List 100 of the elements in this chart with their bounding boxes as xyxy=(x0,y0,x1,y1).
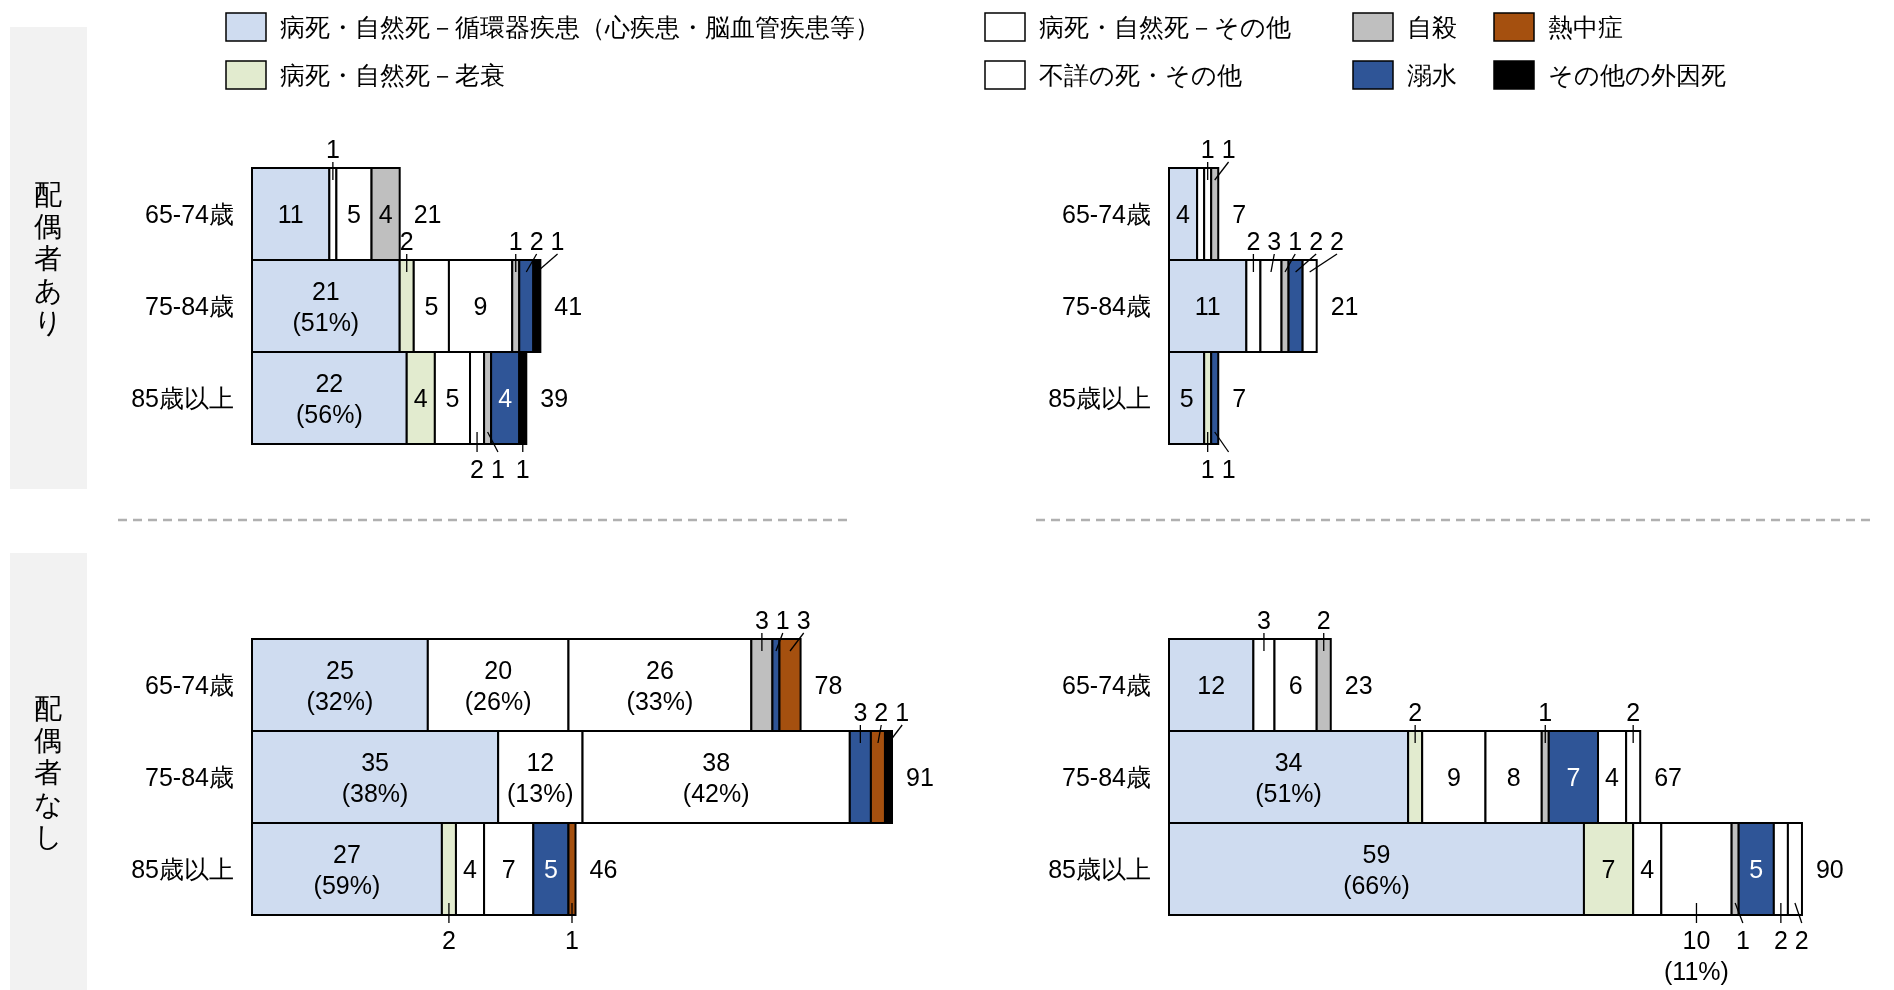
total-label: 7 xyxy=(1232,200,1247,228)
data-label: 5 xyxy=(1179,384,1194,412)
y-tick-label: 85歳以上 xyxy=(1048,384,1151,412)
data-label: 21 (51%) xyxy=(292,276,360,336)
total-label: 7 xyxy=(1232,384,1247,412)
data-label: 27 (59%) xyxy=(313,839,381,899)
data-label: 2 xyxy=(1773,926,1788,954)
total-label: 21 xyxy=(413,200,442,228)
data-label: 35 (38%) xyxy=(341,747,409,807)
data-label: 4 xyxy=(1176,200,1191,228)
data-label: 26 (33%) xyxy=(626,655,694,715)
data-label: 5 xyxy=(347,200,361,228)
data-label: 1 xyxy=(1200,135,1215,163)
legend-label: 不詳の死・その他 xyxy=(1039,61,1242,89)
data-label: 2 xyxy=(529,227,544,255)
data-label: 7 xyxy=(1601,855,1616,883)
y-tick-label: 65-74歳 xyxy=(145,200,234,228)
y-axis-title: 配偶者なし xyxy=(33,692,63,852)
total-label: 23 xyxy=(1344,671,1373,699)
legend-label: 病死・自然死－老衰 xyxy=(280,61,505,89)
total-label: 91 xyxy=(906,763,934,791)
y-tick-label: 65-74歳 xyxy=(1062,200,1151,228)
y-tick-label: 75-84歳 xyxy=(145,292,234,320)
data-label: 11 xyxy=(277,200,304,228)
data-label: 12 (13%) xyxy=(507,747,574,807)
data-label: 4 xyxy=(413,384,428,412)
data-label: 5 xyxy=(424,292,439,320)
data-label: 2 xyxy=(399,227,414,255)
data-label: 1 xyxy=(1221,135,1236,163)
y-tick-label: 65-74歳 xyxy=(145,671,234,699)
total-label: 41 xyxy=(554,292,583,320)
y-tick-label: 75-84歳 xyxy=(1062,292,1151,320)
data-label: 4 xyxy=(1605,763,1620,791)
legend-label: 病死・自然死－その他 xyxy=(1039,13,1291,41)
data-label: 4 xyxy=(378,200,393,228)
data-label: 7 xyxy=(1566,763,1581,791)
data-label: 1 xyxy=(775,606,790,634)
data-label: 2 xyxy=(1246,227,1261,255)
data-label: 1 xyxy=(1735,926,1750,954)
data-label: 2 xyxy=(470,455,485,483)
data-label: 3 xyxy=(754,606,769,634)
y-tick-label: 75-84歳 xyxy=(145,763,234,791)
data-label: 9 xyxy=(473,292,488,320)
data-label: 5 xyxy=(445,384,460,412)
data-label: 4 xyxy=(1640,855,1655,883)
total-label: 90 xyxy=(1815,855,1844,883)
data-label: 1 xyxy=(491,455,505,483)
legend-label: 溺水 xyxy=(1407,61,1457,89)
data-label: 1 xyxy=(1288,227,1303,255)
data-label: 2 xyxy=(1794,926,1809,954)
data-label: 2 xyxy=(1330,227,1344,255)
data-label: 7 xyxy=(501,855,516,883)
data-label: 12 xyxy=(1197,671,1226,699)
data-label: 3 xyxy=(1267,227,1282,255)
data-label: 5 xyxy=(1749,855,1764,883)
y-tick-label: 85歳以上 xyxy=(131,855,234,883)
data-label: 22 (56%) xyxy=(296,368,363,428)
data-label: 3 xyxy=(1256,606,1271,634)
data-label: 1 xyxy=(550,227,565,255)
data-label: 25 (32%) xyxy=(306,655,374,715)
data-label: 4 xyxy=(498,384,513,412)
total-label: 21 xyxy=(1330,292,1359,320)
legend-label: 熱中症 xyxy=(1548,13,1623,41)
data-label: 4 xyxy=(463,855,478,883)
data-label: 2 xyxy=(1316,606,1331,634)
data-label: 11 xyxy=(1194,292,1221,320)
data-label: 10 (11%) xyxy=(1664,926,1729,985)
data-label: 59 (66%) xyxy=(1343,839,1410,899)
total-label: 46 xyxy=(589,855,618,883)
y-tick-label: 85歳以上 xyxy=(131,384,234,412)
total-label: 67 xyxy=(1654,763,1683,791)
data-label: 1 xyxy=(508,227,523,255)
data-label: 1 xyxy=(895,698,910,726)
data-label: 1 xyxy=(1200,455,1215,483)
legend-label: 自殺 xyxy=(1407,13,1457,41)
data-label: 2 xyxy=(1408,698,1423,726)
data-label: 2 xyxy=(874,698,889,726)
data-label: 8 xyxy=(1506,763,1521,791)
data-label: 9 xyxy=(1446,763,1461,791)
data-label: 34 (51%) xyxy=(1255,747,1322,807)
total-label: 78 xyxy=(814,671,843,699)
data-label: 2 xyxy=(441,926,456,954)
legend-label: その他の外因死 xyxy=(1548,61,1726,89)
data-label: 1 xyxy=(1538,698,1553,726)
data-label: 20 (26%) xyxy=(464,655,532,715)
y-tick-label: 65-74歳 xyxy=(1062,671,1151,699)
data-label: 6 xyxy=(1288,671,1303,699)
data-label: 3 xyxy=(853,698,868,726)
data-label: 1 xyxy=(515,455,530,483)
data-label: 2 xyxy=(1309,227,1324,255)
y-axis-title: 配偶者あり xyxy=(33,179,63,338)
data-label: 1 xyxy=(325,135,340,163)
y-tick-label: 75-84歳 xyxy=(1062,763,1151,791)
legend-label: 病死・自然死－循環器疾患（心疾患・脳血管疾患等） xyxy=(280,13,880,41)
data-label: 1 xyxy=(565,926,579,954)
total-label: 39 xyxy=(540,384,569,412)
y-tick-label: 85歳以上 xyxy=(1048,855,1151,883)
data-label: 38 (42%) xyxy=(682,747,750,807)
data-label: 3 xyxy=(796,606,811,634)
data-label: 5 xyxy=(543,855,558,883)
